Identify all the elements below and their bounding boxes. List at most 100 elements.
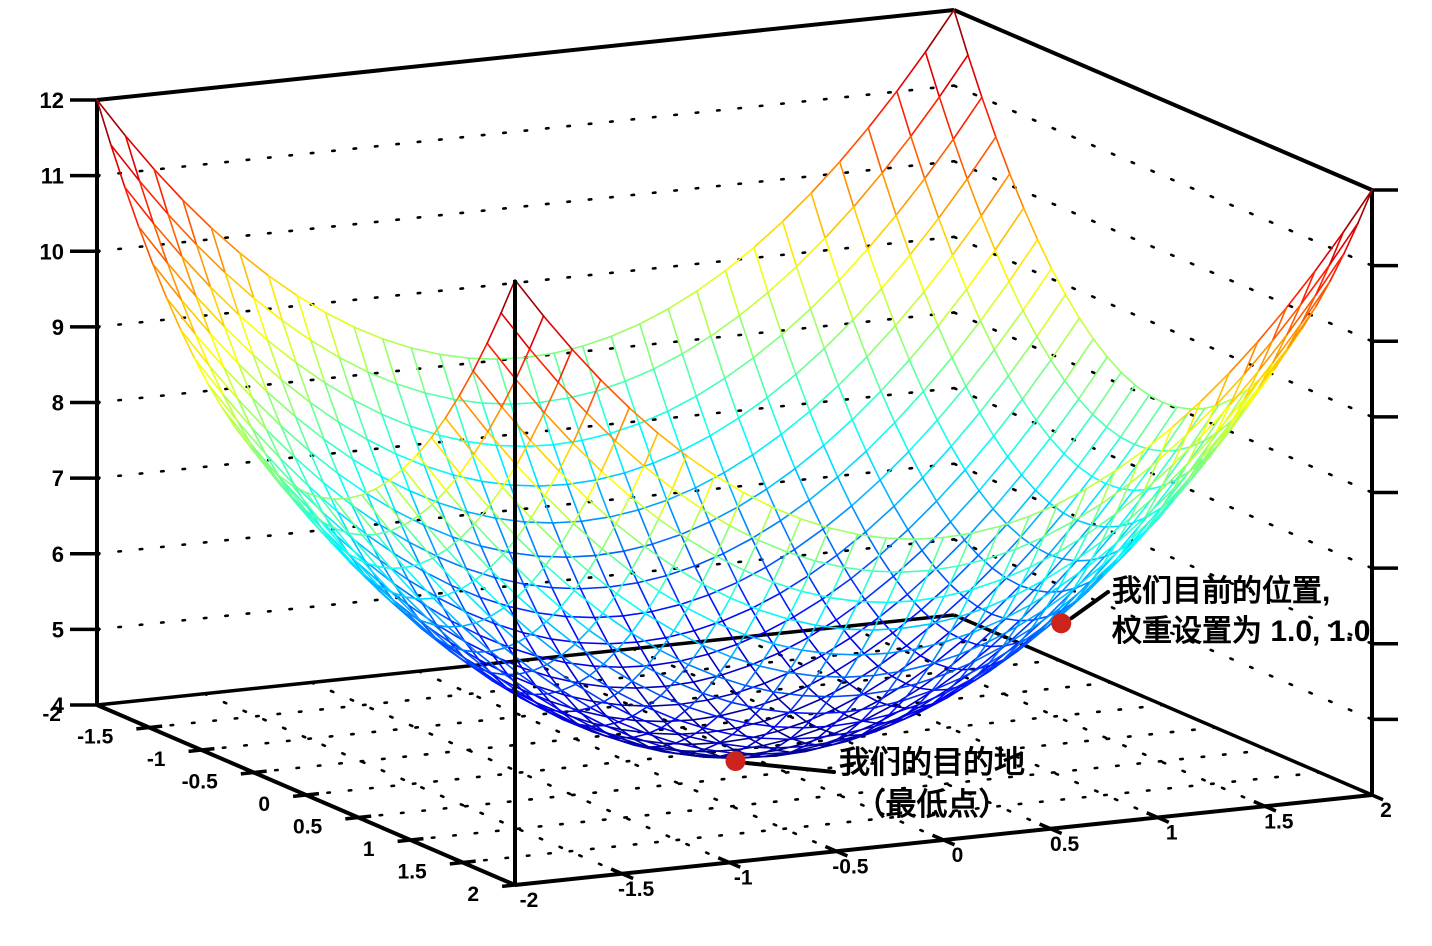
mesh-segment — [615, 495, 631, 525]
mesh-segment — [1162, 401, 1178, 408]
wall-grid-line — [95, 84, 956, 177]
mesh-segment — [951, 356, 967, 388]
mesh-segment — [849, 616, 880, 639]
mesh-segment — [657, 518, 688, 540]
mesh-segment — [1001, 626, 1018, 648]
mesh-segment — [543, 411, 574, 444]
mesh-segment — [1271, 307, 1288, 342]
mesh-segment — [636, 574, 668, 584]
mesh-segment — [266, 390, 297, 418]
mesh-segment — [966, 178, 982, 217]
mesh-segment — [686, 607, 718, 624]
mesh-segment — [494, 517, 511, 554]
mesh-segment — [909, 254, 925, 293]
mesh-segment — [603, 700, 634, 717]
mesh-segment — [793, 548, 810, 577]
mesh-segment — [433, 624, 464, 652]
mesh-segment — [993, 348, 1010, 377]
mesh-segment — [758, 665, 789, 674]
mesh-segment — [1034, 546, 1050, 556]
mesh-segment — [571, 348, 602, 381]
mesh-segment — [1203, 398, 1234, 442]
mesh-segment — [431, 489, 447, 506]
z-tick-label: 9 — [52, 315, 64, 340]
mesh-segment — [724, 269, 741, 317]
mesh-segment — [932, 688, 949, 692]
mesh-segment — [517, 641, 548, 666]
mesh-segment — [194, 333, 210, 367]
mesh-segment — [708, 521, 725, 555]
mesh-segment — [815, 596, 831, 627]
mesh-segment — [795, 373, 811, 413]
mesh-segment — [496, 356, 527, 360]
mesh-segment — [448, 644, 464, 652]
mesh-segment — [962, 595, 979, 608]
mesh-segment — [735, 631, 766, 646]
mesh-segment — [923, 177, 940, 219]
mesh-segment — [280, 379, 297, 418]
mesh-segment — [1115, 516, 1146, 545]
mesh-segment — [1006, 489, 1037, 526]
mesh-segment — [730, 684, 747, 704]
mesh-segment — [902, 682, 918, 702]
mesh-segment — [1022, 207, 1039, 241]
x-axis-tick — [610, 867, 634, 881]
mesh-segment — [900, 599, 917, 630]
mesh-segment — [618, 721, 649, 735]
mesh-segment — [816, 711, 847, 715]
mesh-segment — [438, 353, 455, 401]
mesh-segment — [618, 737, 649, 748]
mesh-segment — [632, 736, 663, 748]
mesh-segment — [408, 541, 439, 558]
annotation-line: 我们目前的位置, — [1112, 575, 1331, 608]
mesh-segment — [1300, 280, 1331, 324]
mesh-segment — [404, 566, 435, 600]
mesh-segment — [291, 484, 307, 494]
mesh-segment — [459, 537, 491, 570]
mesh-segment — [418, 557, 434, 566]
mesh-segment — [909, 135, 926, 180]
mesh-segment — [934, 621, 950, 634]
mesh-segment — [736, 566, 767, 584]
mesh-segment — [758, 608, 789, 620]
mesh-segment — [871, 570, 902, 573]
mesh-segment — [838, 279, 854, 321]
mesh-segment — [948, 554, 980, 585]
mesh-segment — [838, 161, 855, 208]
mesh-segment — [551, 586, 567, 618]
mesh-segment — [780, 433, 796, 470]
mesh-segment — [550, 638, 567, 664]
mesh-segment — [1199, 372, 1230, 403]
mesh-segment — [1087, 558, 1118, 586]
mesh-segment — [835, 598, 866, 621]
mesh-segment — [223, 325, 254, 356]
mesh-segment — [195, 244, 226, 274]
mesh-segment — [395, 383, 426, 394]
mesh-segment — [694, 471, 725, 489]
mesh-segment — [1343, 222, 1359, 255]
mesh-segment — [696, 269, 727, 292]
mesh-segment — [362, 560, 378, 568]
mesh-segment — [709, 434, 725, 474]
mesh-segment — [521, 631, 538, 657]
mesh-segment — [753, 220, 784, 249]
mesh-segment — [696, 290, 712, 337]
mesh-segment — [794, 444, 825, 470]
mesh-segment — [1004, 641, 1020, 647]
mesh-segment — [1201, 422, 1232, 459]
mesh-segment — [935, 500, 952, 523]
mesh-segment — [622, 615, 638, 643]
mesh-segment — [1056, 488, 1088, 505]
mesh-segment — [850, 479, 881, 507]
mesh-segment — [1022, 267, 1053, 312]
mesh-segment — [681, 353, 698, 397]
mesh-segment — [557, 348, 573, 384]
mesh-segment — [902, 703, 934, 718]
mesh-segment — [660, 718, 677, 729]
x-axis-tick — [717, 856, 741, 869]
mesh-segment — [935, 539, 966, 570]
mesh-segment — [717, 733, 734, 745]
mesh-segment — [1243, 341, 1259, 376]
mesh-segment — [715, 622, 746, 636]
mesh-segment — [543, 381, 560, 414]
